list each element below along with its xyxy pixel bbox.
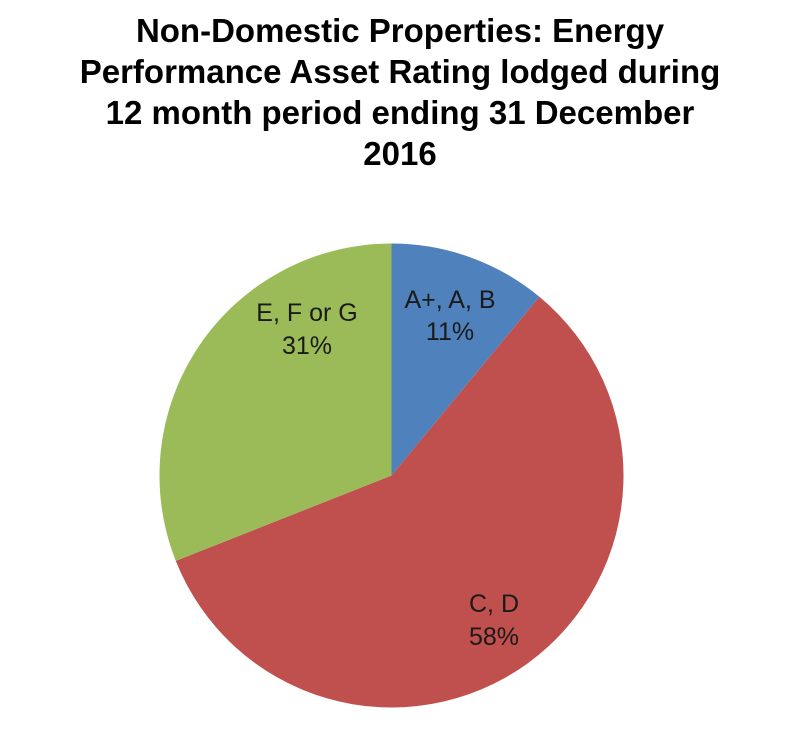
pie-label-c-d: C, D 58% <box>469 590 519 651</box>
pie-label-e-f-or-g: E, F or G 31% <box>256 299 357 360</box>
pie-slice-c-d <box>175 296 624 708</box>
chart-title: Non-Domestic Properties: Energy Performa… <box>79 12 721 172</box>
pie-slice-a-plus-a-b <box>391 243 540 476</box>
pie-label-a-plus-a-b: A+, A, B 11% <box>404 286 495 346</box>
pie-slice-e-f-or-g <box>159 243 392 561</box>
